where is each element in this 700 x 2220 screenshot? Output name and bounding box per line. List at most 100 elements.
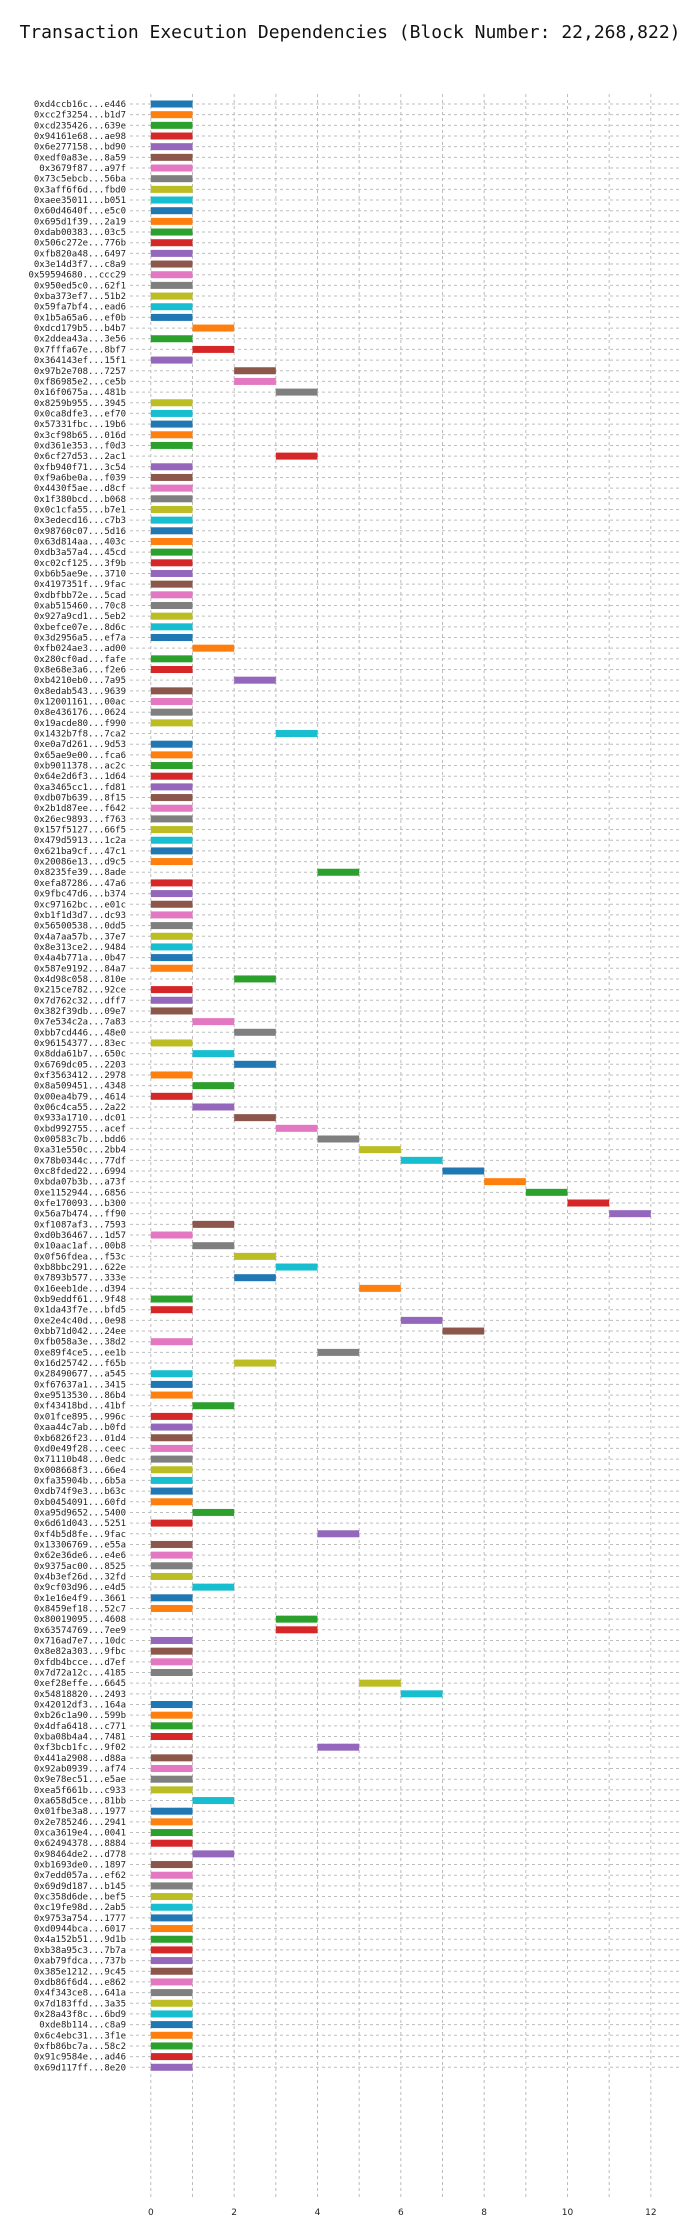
transaction-label: 0xaa44c7ab...b0fd	[34, 1423, 126, 1433]
transaction-label: 0x8459ef18...52c7	[34, 1604, 126, 1614]
transaction-bar	[150, 100, 193, 108]
transaction-label: 0x65ae9e00...fca6	[34, 751, 126, 761]
transaction-bar	[150, 1039, 193, 1047]
transaction-label: 0x60d4640f...e5c0	[34, 207, 126, 217]
transaction-bar	[234, 1114, 276, 1122]
transaction-bar	[150, 687, 193, 695]
transaction-label: 0x7d183ffd...3a35	[34, 1999, 126, 2009]
transaction-bar	[359, 1679, 401, 1687]
transaction-bar	[150, 1914, 193, 1922]
transaction-label: 0x9cf03d96...e4d5	[34, 1583, 126, 1593]
transaction-label: 0x01fce895...996c	[34, 1412, 126, 1422]
transaction-bar	[150, 740, 193, 748]
transaction-label: 0xab515460...70c8	[34, 601, 126, 611]
transaction-label: 0x8edab543...9639	[34, 687, 126, 697]
transaction-bar	[150, 1306, 193, 1314]
transaction-bar	[150, 623, 193, 631]
transaction-bar	[234, 1028, 276, 1036]
transaction-bar	[150, 196, 193, 204]
transaction-bar	[150, 1540, 193, 1548]
transaction-label: 0xd361e353...f0d3	[34, 441, 126, 451]
transaction-label: 0xa3465cc1...fd81	[34, 783, 126, 793]
transaction-label: 0x56a7b474...ff90	[34, 1210, 126, 1220]
transaction-bar	[234, 975, 276, 983]
transaction-label: 0xcd235426...639e	[34, 121, 126, 131]
transaction-label: 0x16f0675a...481b	[34, 388, 126, 398]
transaction-bar	[150, 1786, 193, 1794]
transaction-bar	[150, 826, 193, 834]
transaction-label: 0x63d814aa...403c	[34, 537, 126, 547]
transaction-label: 0x9375ac00...8525	[34, 1562, 126, 1572]
transaction-bar	[275, 1615, 318, 1623]
transaction-bar	[150, 1754, 193, 1762]
transaction-bar	[150, 281, 193, 289]
transaction-bar	[150, 794, 193, 802]
transaction-bar	[150, 1861, 193, 1869]
transaction-label: 0x91c9584e...ad46	[34, 2053, 126, 2063]
transaction-label: 0x57331fbc...19b6	[34, 420, 126, 430]
transaction-label: 0x0ca8dfe3...ef70	[34, 409, 126, 419]
transaction-label: 0x950ed5c0...62f1	[34, 281, 126, 291]
transaction-label: 0x3d2956a5...ef7a	[34, 634, 126, 644]
transaction-label: 0x3edecd16...c7b3	[34, 516, 126, 526]
transaction-bar	[150, 1647, 193, 1655]
transaction-bar	[359, 1284, 401, 1292]
transaction-bar	[609, 1210, 651, 1218]
transaction-bar	[192, 1242, 235, 1250]
transaction-bar	[150, 495, 193, 503]
x-tick-label: 0	[148, 2208, 154, 2218]
transaction-bar	[150, 922, 193, 930]
transaction-bar	[150, 1071, 193, 1079]
transaction-label: 0x78b0344c...77df	[34, 1156, 126, 1166]
transaction-bar	[150, 1423, 193, 1431]
transaction-label: 0x3679f87...a97f	[39, 164, 126, 174]
transaction-bar	[150, 409, 193, 417]
transaction-bar	[150, 1733, 193, 1741]
transaction-label: 0x19acde80...f990	[34, 719, 126, 729]
transaction-bar	[150, 1498, 193, 1506]
transaction-label: 0xc02cf125...3f9b	[34, 559, 126, 569]
transaction-label: 0x382f39db...09e7	[34, 1007, 126, 1017]
transaction-label: 0xbb71d042...24ee	[34, 1327, 126, 1337]
transaction-bar	[150, 762, 193, 770]
transaction-label: 0x215ce782...92ce	[34, 986, 126, 996]
transaction-bar	[150, 911, 193, 919]
transaction-label: 0x933a1710...dc01	[34, 1114, 126, 1124]
transaction-bar	[317, 1530, 360, 1538]
transaction-bar	[150, 1765, 193, 1773]
transaction-label: 0x8e313ce2...9484	[34, 943, 126, 953]
transaction-label: 0x4a152b51...9d1b	[34, 1935, 126, 1945]
transaction-bar	[150, 655, 193, 663]
transaction-bar	[150, 441, 193, 449]
transaction-label: 0x4d98c058...810e	[34, 975, 126, 985]
transaction-bar	[150, 1871, 193, 1879]
transaction-bar	[150, 719, 193, 727]
transaction-bar	[150, 1444, 193, 1452]
transaction-label: 0xdb07b639...8f15	[34, 794, 126, 804]
transaction-bar	[150, 1487, 193, 1495]
transaction-bar	[150, 847, 193, 855]
transaction-bar	[150, 548, 193, 556]
transaction-label: 0x008668f3...66e4	[34, 1466, 126, 1476]
transaction-label: 0x6769dc05...2203	[34, 1060, 126, 1070]
transaction-label: 0xfb820a48...6497	[34, 249, 126, 259]
transaction-label: 0x71110b48...0edc	[34, 1455, 126, 1465]
transaction-label: 0xef28effe...6645	[34, 1679, 126, 1689]
transaction-bar	[150, 175, 193, 183]
transaction-bar	[150, 1668, 193, 1676]
transaction-label: 0xb6b5ae9e...3710	[34, 569, 126, 579]
transaction-bar	[150, 964, 193, 972]
transaction-bar	[150, 804, 193, 812]
transaction-label: 0x69d9d187...b145	[34, 1882, 126, 1892]
transaction-bar	[150, 164, 193, 172]
transaction-label: 0x9e78ec51...e5ae	[34, 1775, 126, 1785]
transaction-bar	[150, 356, 193, 364]
transaction-bar	[150, 1818, 193, 1826]
transaction-bar	[150, 1967, 193, 1975]
transaction-label: 0x8e436176...0624	[34, 708, 126, 718]
transaction-bar	[150, 2042, 193, 2050]
transaction-label: 0xedf0a83e...8a59	[34, 153, 126, 163]
transaction-bar	[150, 260, 193, 268]
transaction-bar	[150, 143, 193, 151]
transaction-bar	[150, 111, 193, 119]
